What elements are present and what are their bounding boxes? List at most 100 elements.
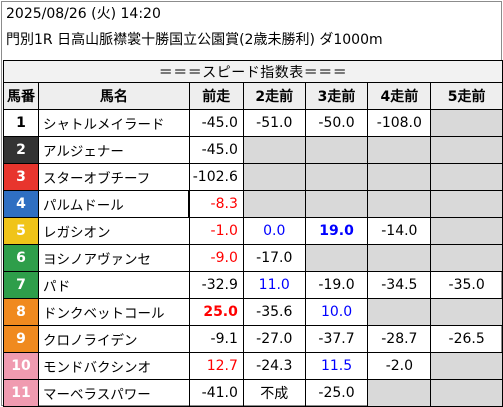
- empty-cell: [430, 244, 503, 272]
- horse-name: シャトルメイラード: [38, 109, 190, 137]
- speed-index-table: ＝＝＝スピード指数表＝＝＝ 馬番 馬名 前走 2走前 3走前 4走前 5走前 1…: [3, 60, 503, 407]
- table-row: 4 パルムドール -8.3: [3, 190, 503, 218]
- horse-name: パド: [38, 271, 190, 299]
- table-row: 2 アルジェナー -45.0: [3, 136, 503, 164]
- horse-name: スターオブチーフ: [38, 163, 190, 191]
- speed-value: -108.0: [367, 109, 432, 137]
- speed-value: -37.7: [304, 325, 369, 353]
- empty-cell: [242, 136, 306, 164]
- col-header-2-ago: 2走前: [242, 82, 306, 110]
- speed-value: 19.0: [304, 217, 369, 245]
- horse-number: 10: [3, 352, 39, 380]
- speed-value: -28.7: [367, 325, 432, 353]
- speed-value: -9.1: [188, 325, 244, 353]
- speed-value: -24.3: [242, 352, 306, 380]
- speed-value: -27.0: [242, 325, 306, 353]
- empty-cell: [367, 163, 432, 191]
- horse-number: 2: [3, 136, 39, 164]
- speed-value: 12.7: [188, 352, 244, 380]
- horse-name: モンドバクシンオ: [38, 352, 190, 380]
- speed-value: 25.0: [188, 298, 244, 326]
- speed-value: -41.0: [188, 379, 244, 407]
- race-title: 門別1R 日高山脈襟裳十勝国立公園賞(2歳未勝利) ダ1000m: [6, 32, 383, 48]
- speed-value: 11.0: [242, 271, 306, 299]
- speed-value: -25.0: [304, 379, 369, 407]
- horse-name: パルムドール: [38, 190, 190, 218]
- horse-name: レガシオン: [38, 217, 190, 245]
- table-row: 1 シャトルメイラード -45.0 -51.0 -50.0 -108.0: [3, 109, 503, 137]
- speed-value: -1.0: [188, 217, 244, 245]
- empty-cell: [367, 379, 432, 407]
- race-datetime: 2025/08/26 (火) 14:20: [6, 6, 161, 22]
- empty-cell: [367, 190, 432, 218]
- empty-cell: [304, 190, 369, 218]
- speed-value: -17.0: [242, 244, 306, 272]
- empty-cell: [242, 163, 306, 191]
- empty-cell: [430, 190, 503, 218]
- speed-value: -34.5: [367, 271, 432, 299]
- empty-cell: [430, 109, 503, 137]
- horse-number: 3: [3, 163, 39, 191]
- table-title: ＝＝＝スピード指数表＝＝＝: [3, 60, 503, 83]
- horse-number: 4: [3, 190, 39, 218]
- column-header-row: 馬番 馬名 前走 2走前 3走前 4走前 5走前: [3, 82, 503, 110]
- empty-cell: [367, 244, 432, 272]
- speed-value: -51.0: [242, 109, 306, 137]
- empty-cell: [430, 298, 503, 326]
- table-row: 6 ヨシノアヴァンセ -9.0 -17.0: [3, 244, 503, 272]
- horse-name: マーベラスパワー: [38, 379, 190, 407]
- speed-value: -35.0: [430, 271, 503, 299]
- empty-cell: [430, 379, 503, 407]
- horse-number: 8: [3, 298, 39, 326]
- empty-cell: [304, 163, 369, 191]
- speed-value: -45.0: [188, 136, 244, 164]
- empty-cell: [304, 244, 369, 272]
- table-row: 5 レガシオン -1.0 0.0 19.0 -14.0: [3, 217, 503, 245]
- speed-value: 0.0: [242, 217, 306, 245]
- speed-value: -2.0: [367, 352, 432, 380]
- speed-value: -19.0: [304, 271, 369, 299]
- table-row: 10 モンドバクシンオ 12.7 -24.3 11.5 -2.0: [3, 352, 503, 380]
- table-row: 11 マーベラスパワー -41.0 不成 -25.0: [3, 379, 503, 407]
- empty-cell: [242, 190, 306, 218]
- speed-value: -45.0: [188, 109, 244, 137]
- col-header-number: 馬番: [3, 82, 39, 110]
- table-title-row: ＝＝＝スピード指数表＝＝＝: [3, 60, 503, 83]
- table-row: 8 ドンクベットコール 25.0 -35.6 10.0: [3, 298, 503, 326]
- empty-cell: [430, 217, 503, 245]
- speed-value: -32.9: [188, 271, 244, 299]
- empty-cell: [367, 298, 432, 326]
- empty-cell: [367, 136, 432, 164]
- horse-number: 1: [3, 109, 39, 137]
- col-header-last: 前走: [188, 82, 244, 110]
- horse-name: クロノライデン: [38, 325, 190, 353]
- empty-cell: [430, 352, 503, 380]
- horse-number: 11: [3, 379, 39, 407]
- speed-value: 不成: [242, 379, 306, 407]
- speed-value: -26.5: [430, 325, 503, 353]
- col-header-name: 馬名: [38, 82, 190, 110]
- speed-value: -35.6: [242, 298, 306, 326]
- speed-value: -50.0: [304, 109, 369, 137]
- speed-value: -14.0: [367, 217, 432, 245]
- horse-number: 5: [3, 217, 39, 245]
- horse-number: 6: [3, 244, 39, 272]
- speed-value: -102.6: [188, 163, 244, 191]
- empty-cell: [430, 163, 503, 191]
- col-header-5-ago: 5走前: [430, 82, 503, 110]
- speed-value: -8.3: [188, 190, 244, 218]
- horse-name: ドンクベットコール: [38, 298, 190, 326]
- col-header-4-ago: 4走前: [367, 82, 432, 110]
- speed-value: 10.0: [304, 298, 369, 326]
- horse-name: ヨシノアヴァンセ: [38, 244, 190, 272]
- horse-number: 9: [3, 325, 39, 353]
- table-row: 3 スターオブチーフ -102.6: [3, 163, 503, 191]
- horse-number: 7: [3, 271, 39, 299]
- table-row: 7 パド -32.9 11.0 -19.0 -34.5 -35.0: [3, 271, 503, 299]
- empty-cell: [304, 136, 369, 164]
- col-header-3-ago: 3走前: [304, 82, 369, 110]
- speed-value: -9.0: [188, 244, 244, 272]
- speed-value: 11.5: [304, 352, 369, 380]
- table-row: 9 クロノライデン -9.1 -27.0 -37.7 -28.7 -26.5: [3, 325, 503, 353]
- horse-name: アルジェナー: [38, 136, 190, 164]
